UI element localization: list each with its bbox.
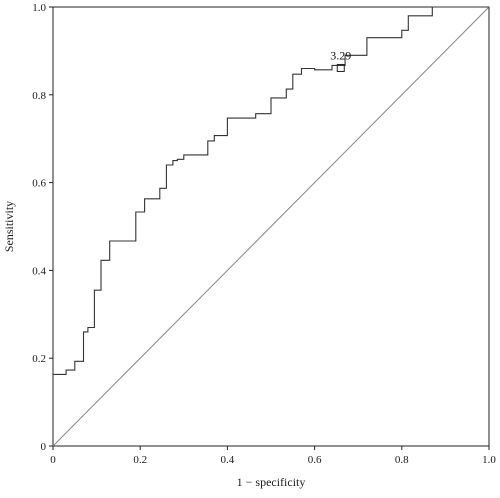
cutoff-annotation-label: 3.29 [330, 48, 351, 62]
x-tick-label: 0.4 [221, 454, 235, 466]
x-tick-label: 0.6 [308, 454, 322, 466]
x-axis-label: 1 − specificity [237, 475, 306, 489]
x-tick-label: 0.2 [133, 454, 147, 466]
y-tick-label: 0.8 [32, 90, 46, 102]
y-tick-label: 1.0 [32, 2, 46, 14]
reference-diagonal-line [52, 6, 490, 447]
x-tick-label: 0.8 [395, 454, 409, 466]
roc-curve-line [53, 6, 489, 375]
y-tick-label: 0.6 [32, 178, 46, 190]
plot-frame [52, 6, 490, 447]
y-tick-label: 0.2 [32, 353, 46, 365]
x-tick-label: 0 [50, 454, 56, 466]
cutoff-marker-box [336, 63, 345, 72]
y-axis-label: Sensitivity [2, 201, 16, 252]
x-tick-label: 1.0 [482, 454, 496, 466]
y-tick-label: 0.4 [32, 265, 46, 277]
plot-area: 00 0.2 0.2 0.4 0.4 0.6 0.6 0.8 0.8 1.0 1.0 3.29 [32, 2, 496, 466]
y-tick-label: 0 [41, 441, 47, 453]
